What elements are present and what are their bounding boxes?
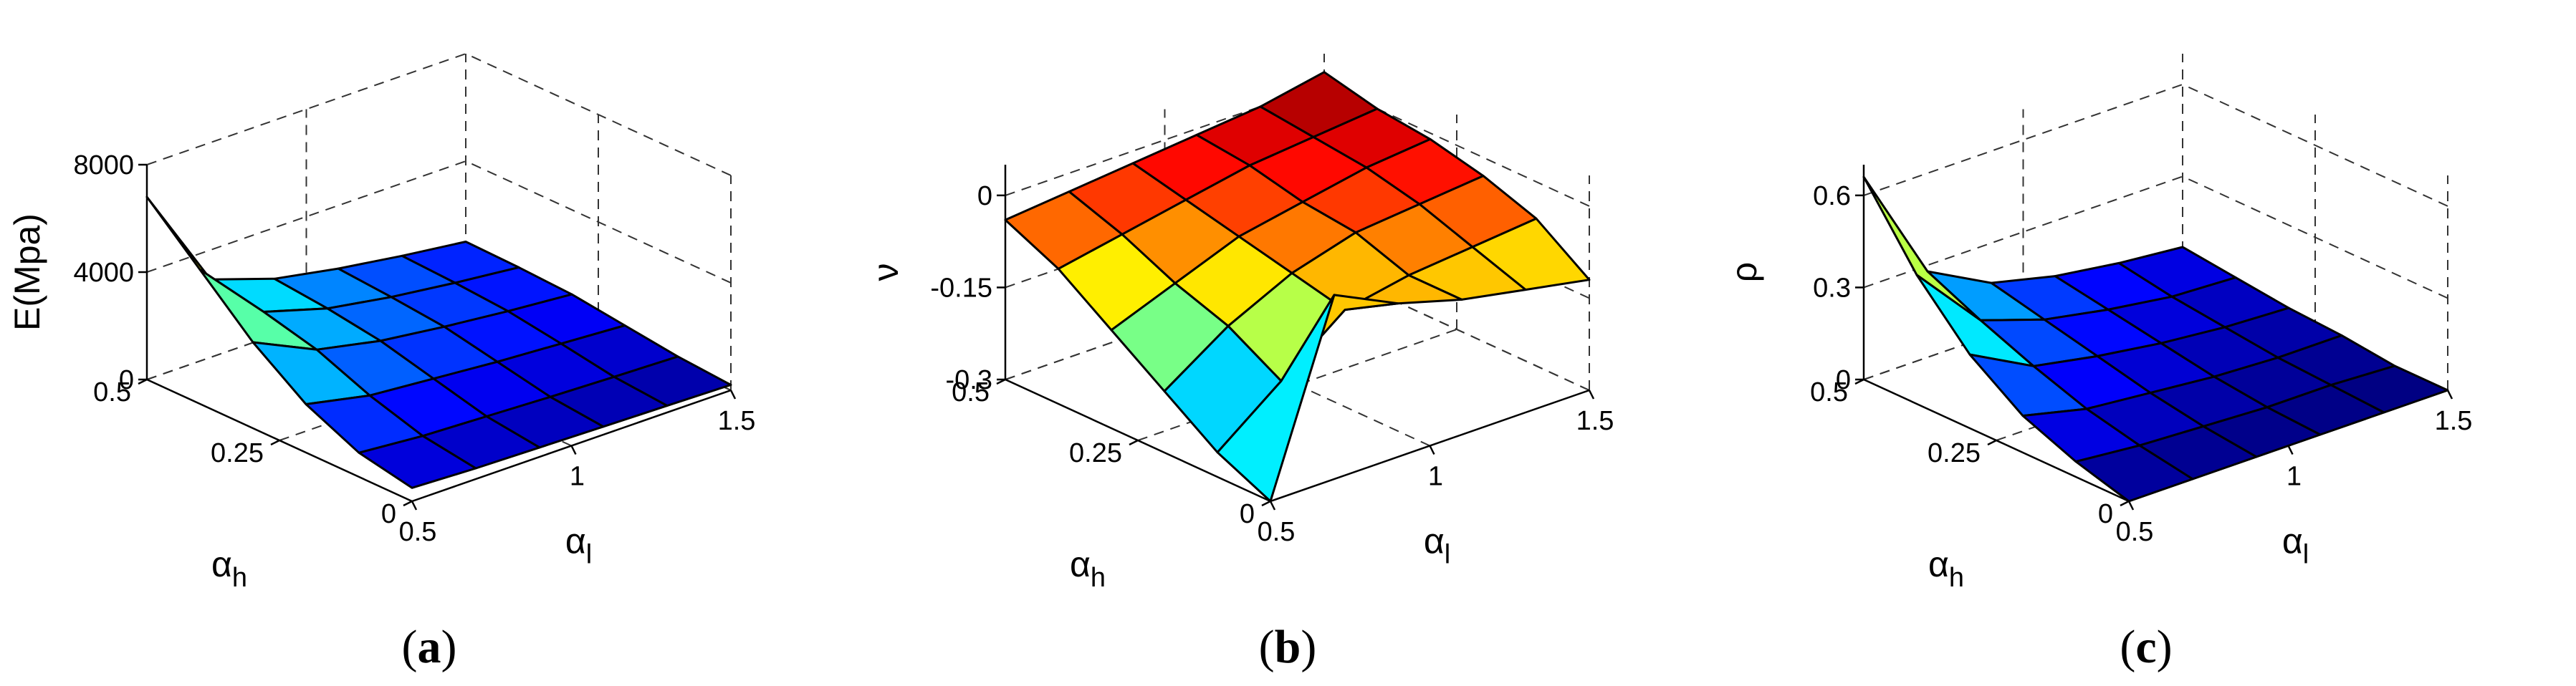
x-tick-label: 0.5 (2116, 517, 2154, 547)
x-tick-mark (1429, 445, 1435, 455)
axes (1854, 165, 2453, 511)
y-tick-mark (2120, 500, 2130, 507)
y-tick-label: 0.5 (952, 377, 990, 407)
z-tick-label: -0.3 (946, 365, 992, 395)
surface-mesh (1004, 71, 1591, 503)
surface-patch (358, 435, 477, 489)
y-tick-mark (403, 500, 413, 507)
x-tick-mark (411, 501, 418, 511)
grid-line (465, 53, 732, 176)
x-tick-label: 1 (570, 462, 585, 492)
grid-line (2182, 175, 2448, 299)
z-axis-title: ν (866, 264, 906, 281)
x-tick-mark (729, 390, 737, 400)
grid-line (465, 160, 732, 284)
x-tick-label: 0.5 (1258, 517, 1296, 547)
y-tick-label: 0.5 (1810, 377, 1848, 407)
x-tick-mark (2127, 501, 2135, 511)
caption-b: (b) (1259, 621, 1317, 673)
z-axis-title: ρ (1724, 262, 1764, 282)
x-tick-mark (2446, 390, 2453, 400)
x-tick-label: 1.5 (1576, 406, 1614, 436)
surface-patch (1216, 294, 1336, 503)
x-axis-title: αl (565, 521, 592, 570)
y-tick-mark (1129, 439, 1139, 446)
y-tick-label: 0.25 (1069, 438, 1122, 468)
x-tick-label: 1.5 (718, 406, 756, 436)
z-axis-title: E(Mpa) (7, 213, 47, 331)
y-tick-label: 0.25 (211, 438, 264, 468)
y-axis-title: αh (1928, 544, 1964, 593)
y-tick-mark (1987, 439, 1997, 446)
y-tick-label: 0.25 (1928, 438, 1981, 468)
y-tick-label: 0.5 (93, 377, 131, 407)
grid-line (1863, 83, 2183, 196)
x-tick-mark (1269, 501, 1276, 511)
axes (996, 165, 1595, 511)
y-tick-mark (1261, 500, 1271, 507)
y-tick-mark (270, 439, 280, 446)
x-tick-mark (2287, 445, 2294, 455)
grid-line (2182, 83, 2448, 207)
x-tick-mark (1588, 390, 1595, 400)
y-axis-title: αh (211, 544, 247, 593)
z-tick-label: 0 (977, 181, 992, 211)
x-tick-label: 1.5 (2435, 406, 2473, 436)
z-tick-label: 0.6 (1813, 181, 1851, 211)
y-tick-label: 0 (1240, 499, 1255, 529)
z-tick-label: 0.3 (1813, 273, 1851, 303)
z-tick-label: 0 (1836, 365, 1851, 395)
surface-mesh (145, 195, 732, 489)
y-tick-label: 0 (2098, 499, 2113, 529)
y-axis-title: αh (1070, 544, 1106, 593)
caption-a: (a) (402, 621, 457, 673)
x-tick-mark (570, 445, 577, 455)
caption-c: (c) (2120, 621, 2172, 673)
x-axis-title: αl (1424, 521, 1450, 570)
z-tick-label: -0.15 (930, 273, 992, 303)
z-tick-label: 4000 (73, 258, 134, 288)
x-axis-title: αl (2282, 521, 2309, 570)
z-tick-label: 8000 (73, 150, 134, 180)
x-tick-label: 1 (1428, 462, 1443, 492)
y-tick-label: 0 (381, 499, 396, 529)
x-tick-label: 0.5 (399, 517, 437, 547)
axes (138, 163, 737, 511)
grid-line (146, 160, 466, 273)
x-tick-label: 1 (2287, 462, 2302, 492)
grid-line (146, 53, 466, 165)
z-tick-label: 0 (119, 365, 134, 395)
